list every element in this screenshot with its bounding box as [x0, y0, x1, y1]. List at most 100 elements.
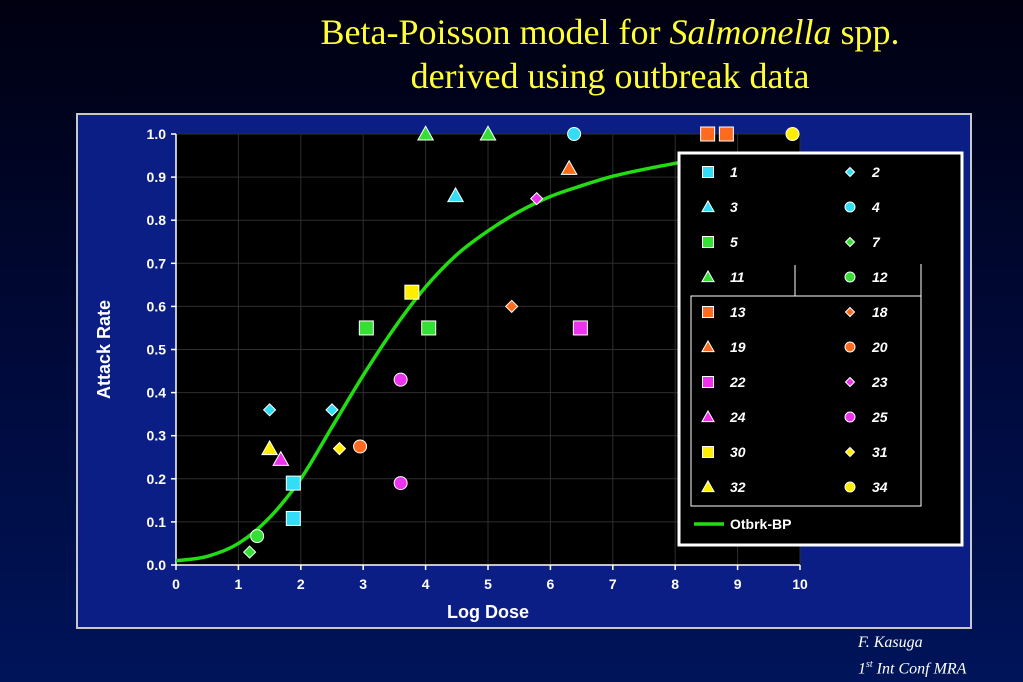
legend-label-12: 12: [872, 269, 888, 285]
legend-box: [677, 151, 964, 547]
data-point-series-13: [700, 126, 716, 142]
legend-label-20: 20: [871, 339, 888, 355]
legend-marker-18: [844, 306, 856, 318]
legend-marker-19: [701, 339, 715, 353]
legend-label-7: 7: [872, 234, 881, 250]
data-point-series-4: [567, 127, 582, 141]
legend-marker-30: [702, 446, 714, 458]
legend-marker-11: [701, 269, 715, 283]
legend-label-34: 34: [872, 479, 888, 495]
credit-author: F. Kasuga: [858, 634, 923, 651]
credit-conf-sup: st: [866, 659, 873, 670]
legend-marker-5: [702, 236, 714, 248]
legend-label-32: 32: [730, 479, 746, 495]
curve-otbrk-bp: [175, 155, 707, 563]
data-point-series-2: [325, 403, 339, 417]
x-tick-label: 1: [235, 576, 243, 592]
legend-marker-2: [844, 166, 856, 178]
x-tick-label: 6: [547, 576, 555, 592]
legend-label-19: 19: [730, 339, 746, 355]
legend-label-30: 30: [730, 444, 746, 460]
legend-label-31: 31: [872, 444, 888, 460]
data-point-series-20: [353, 439, 368, 454]
slide-title: Beta-Poisson model for Salmonella spp. d…: [250, 10, 970, 98]
title-italic: Salmonella: [669, 12, 832, 52]
y-tick-label: 0.1: [147, 514, 167, 530]
y-tick-label: 0.9: [147, 169, 167, 185]
legend-label-4: 4: [871, 199, 880, 215]
data-point-series-30: [404, 284, 420, 300]
legend-marker-13: [702, 306, 714, 318]
y-tick-label: 0.2: [147, 471, 167, 487]
y-tick-label: 1.0: [147, 126, 167, 142]
y-tick-label: 0.7: [147, 255, 167, 271]
data-point-series-11: [479, 125, 497, 141]
x-tick-label: 8: [671, 576, 679, 592]
chart-svg: 0 1 2 3 4 5 6 7 8 9 100.00.10.20.30.40.50.60.70.80…: [94, 125, 964, 622]
data-point-series-19: [560, 159, 578, 175]
legend-label-24: 24: [729, 409, 746, 425]
y-tick-label: 0.0: [147, 557, 167, 573]
data-point-series-13: [718, 126, 734, 142]
legend-marker-34: [844, 481, 856, 493]
x-tick-label: 9: [734, 576, 742, 592]
y-tick-label: 0.3: [147, 428, 167, 444]
legend-label-2: 2: [871, 164, 880, 180]
y-axis-title: Attack Rate: [94, 300, 114, 399]
title-post: spp.: [831, 12, 900, 52]
x-tick-label: 5: [484, 576, 492, 592]
legend-label-13: 13: [730, 304, 746, 320]
legend-label-3: 3: [730, 199, 738, 215]
legend-marker-31: [844, 446, 856, 458]
legend-label-22: 22: [729, 374, 746, 390]
data-point-series-11: [417, 125, 435, 141]
x-tick-label: 3: [359, 576, 367, 592]
legend-label-5: 5: [730, 234, 738, 250]
data-point-series-18: [505, 299, 519, 314]
legend-marker-22: [702, 376, 714, 388]
credit-conf-post: Int Conf MRA: [872, 660, 967, 678]
legend-marker-7: [844, 236, 856, 248]
data-point-series-24: [272, 450, 290, 466]
credit: F. Kasuga 1st Int Conf MRA: [858, 632, 966, 680]
legend-label-25: 25: [871, 409, 888, 425]
data-point-series-25: [393, 476, 408, 491]
data-point-series-22: [572, 320, 588, 336]
legend-marker-12: [844, 271, 856, 283]
x-tick-label: 10: [792, 576, 808, 592]
data-point-series-7: [242, 545, 257, 559]
x-axis-title: Log Dose: [447, 602, 529, 622]
legend-label-23: 23: [871, 374, 888, 390]
legend-marker-23: [844, 376, 856, 388]
data-point-series-2: [262, 403, 277, 417]
credit-conference: 1st Int Conf MRA: [858, 654, 966, 680]
x-tick-label: 2: [297, 576, 305, 592]
slide-title-line1: Beta-Poisson model for Salmonella spp.: [250, 10, 970, 54]
title-pre: Beta-Poisson model for: [320, 12, 670, 52]
x-tick-label: 4: [422, 576, 430, 592]
data-point-series-23: [529, 191, 544, 206]
data-point-series-12: [250, 529, 265, 544]
legend-inner-frame: [690, 295, 922, 507]
y-tick-label: 0.5: [147, 342, 167, 358]
legend-label-curve: Otbrk-BP: [730, 516, 791, 532]
legend-marker-20: [844, 341, 856, 353]
slide-title-line2: derived using outbreak data: [410, 56, 810, 96]
legend-marker-32: [701, 479, 715, 493]
legend-label-11: 11: [730, 269, 745, 285]
x-tick-label: 0: [172, 576, 180, 592]
y-tick-label: 0.6: [147, 298, 167, 314]
data-point-series-3: [446, 186, 465, 203]
x-tick-label: 7: [609, 576, 617, 592]
y-tick-label: 0.8: [147, 212, 167, 228]
data-point-series-1: [285, 475, 301, 491]
legend-label-1: 1: [730, 164, 738, 180]
legend-marker-25: [844, 411, 856, 423]
legend-marker-4: [844, 201, 856, 213]
legend-marker-1: [702, 166, 714, 178]
data-point-series-32: [261, 439, 279, 456]
data-point-series-25: [393, 372, 408, 387]
legend-label-18: 18: [872, 304, 888, 320]
credit-conf-pre: 1: [858, 660, 866, 678]
data-point-series-31: [332, 441, 347, 456]
